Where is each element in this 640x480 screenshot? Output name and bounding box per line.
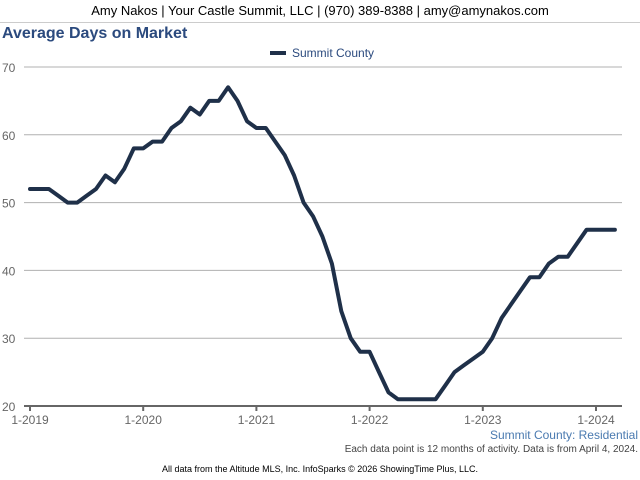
x-tick-label: 1-2020 [125, 413, 163, 427]
x-tick-label: 1-2024 [577, 413, 615, 427]
legend-swatch [270, 51, 286, 55]
legend: Summit County [270, 46, 374, 60]
data-note: Each data point is 12 months of activity… [344, 444, 638, 455]
x-tick-label: 1-2022 [351, 413, 389, 427]
series-line-summit-county [28, 85, 617, 402]
chart-title: Average Days on Market [2, 25, 188, 42]
chart-subtitle: Summit County: Residential [489, 428, 638, 442]
legend-label: Summit County [292, 46, 375, 60]
y-tick-label: 20 [2, 400, 16, 414]
x-tick-label: 1-2023 [464, 413, 502, 427]
footer: All data from the Altitude MLS, Inc. Inf… [162, 464, 478, 474]
y-tick-label: 70 [2, 61, 16, 75]
header-contact: Amy Nakos | Your Castle Summit, LLC | (9… [0, 0, 640, 23]
y-tick-label: 30 [2, 332, 16, 346]
x-tick-label: 1-2019 [11, 413, 49, 427]
y-tick-label: 40 [2, 264, 16, 278]
x-tick-label: 1-2021 [238, 413, 276, 427]
y-tick-label: 50 [2, 197, 16, 211]
chart-area: 20 30 40 50 60 70 1-2019 1-2020 1-2021 1-2022 1-20… [2, 61, 622, 427]
y-tick-label: 60 [2, 129, 16, 143]
